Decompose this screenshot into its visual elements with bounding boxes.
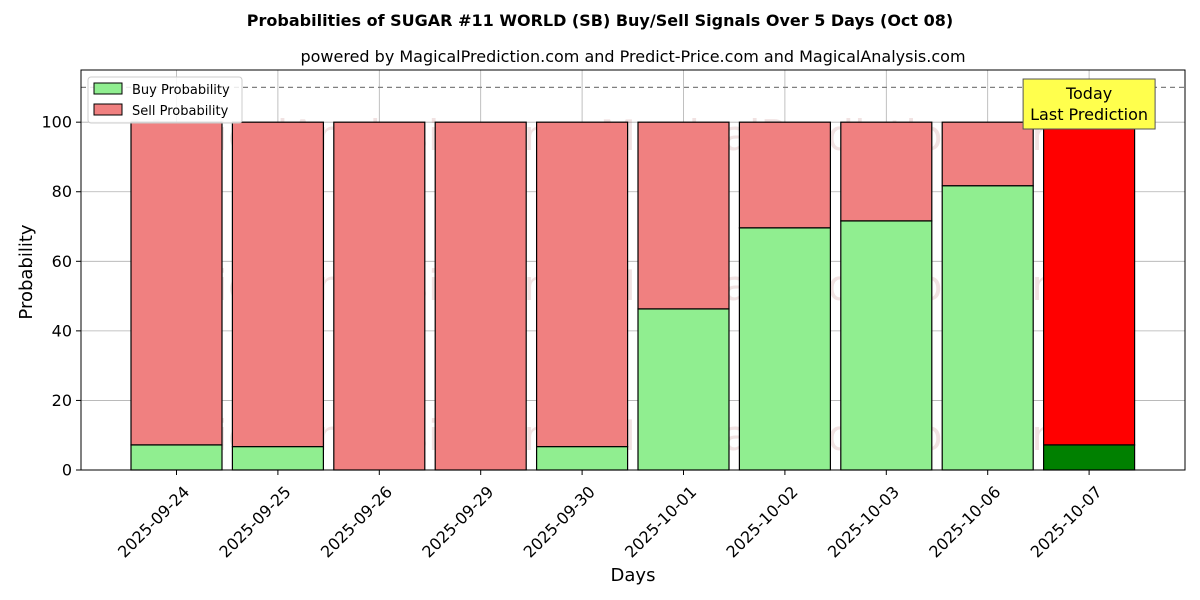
legend-label: Sell Probability (132, 104, 229, 119)
x-tick-label: 2025-10-02 (722, 482, 801, 561)
plot-area: MagicalAnalysis.comMagicalPrediction.com… (41, 69, 1186, 561)
legend-box (87, 76, 243, 124)
bar-sell (941, 121, 1034, 187)
bar-buy (535, 446, 629, 471)
x-tick-label: 2025-09-26 (317, 482, 396, 561)
x-tick-label: 2025-10-06 (925, 482, 1004, 561)
bar-buy (1042, 444, 1136, 471)
x-tick-label: 2025-10-01 (621, 482, 700, 561)
bar-buy (941, 185, 1034, 471)
y-tick-label: 40 (52, 321, 72, 340)
legend: Buy Probability Sell Probability (87, 76, 243, 124)
x-tick-label: 2025-10-07 (1027, 482, 1106, 561)
bar-buy (231, 446, 324, 471)
y-tick-label: 20 (52, 391, 72, 410)
x-axis-label: Days (611, 565, 656, 586)
bar-sell (738, 121, 832, 229)
bar-sell (840, 121, 933, 222)
annotation-box (1022, 78, 1156, 130)
bar-sell (130, 121, 223, 446)
legend-swatch (93, 82, 123, 95)
y-tick-label: 80 (52, 182, 72, 201)
plot-frame (80, 69, 1186, 471)
chart-subtitle: powered by MagicalPrediction.com and Pre… (300, 47, 965, 66)
bar-sell (333, 121, 426, 471)
bar-sell (637, 121, 730, 310)
bar-sell (231, 121, 324, 448)
annotation-text: Last Prediction (1030, 105, 1148, 124)
bar-buy (738, 227, 832, 471)
bar-buy (840, 220, 933, 471)
x-tick-label: 2025-09-25 (215, 482, 294, 561)
x-tick-label: 2025-09-30 (520, 482, 599, 561)
annotation-text: Today (1065, 84, 1112, 103)
bar-sell (535, 121, 629, 448)
legend-label: Buy Probability (132, 83, 230, 98)
today-annotation: Today Last Prediction (1022, 78, 1156, 130)
bar-sell (434, 121, 527, 471)
bar-sell (1042, 121, 1136, 446)
bar-buy (130, 444, 223, 471)
y-tick-label: 60 (52, 252, 72, 271)
x-tick-label: 2025-10-03 (824, 482, 903, 561)
y-axis-label: Probability (16, 224, 37, 319)
y-tick-label: 0 (62, 461, 72, 480)
bar-buy (637, 308, 730, 471)
legend-swatch (93, 103, 123, 116)
y-tick-label: 100 (41, 113, 72, 132)
chart-title: Probabilities of SUGAR #11 WORLD (SB) Bu… (247, 11, 953, 30)
x-tick-label: 2025-09-29 (418, 482, 497, 561)
x-tick-label: 2025-09-24 (114, 482, 193, 561)
